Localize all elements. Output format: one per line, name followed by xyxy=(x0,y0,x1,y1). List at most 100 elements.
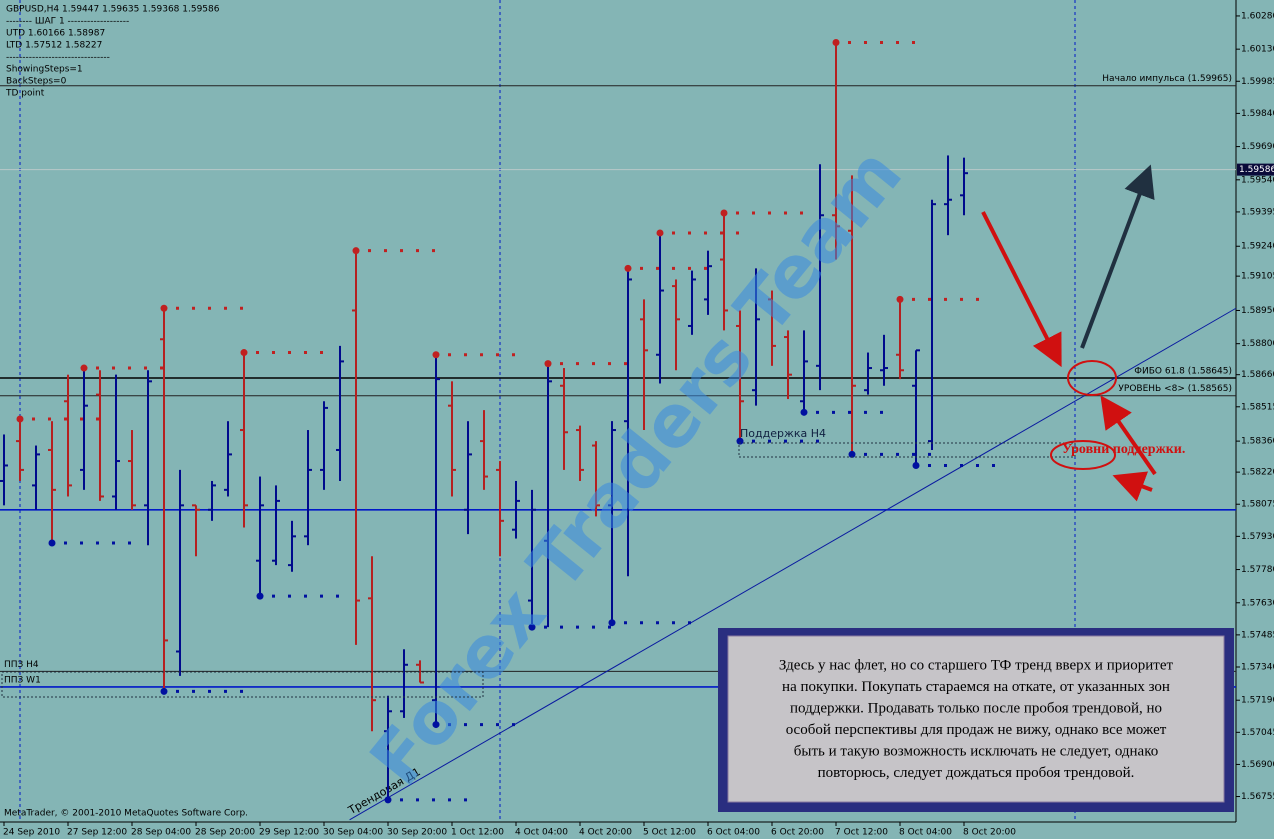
arrow xyxy=(981,211,1062,368)
td-point xyxy=(256,592,264,600)
info-line: LTD 1.57512 1.58227 xyxy=(6,41,102,51)
x-tick-label: 5 Oct 12:00 xyxy=(643,828,696,838)
td-point xyxy=(896,295,904,303)
current-price-label: 1.59586 xyxy=(1239,165,1274,175)
highlight-ellipse xyxy=(1067,360,1117,396)
level-label: ППЗ H4 xyxy=(4,660,39,670)
support-note: Уровни поддержки. xyxy=(1062,442,1185,457)
copyright: MetaTrader, © 2001-2010 MetaQuotes Softw… xyxy=(4,809,248,819)
y-tick-label: 1.59690 xyxy=(1241,142,1274,152)
support-zone xyxy=(738,442,1076,458)
info-line: UTD 1.60166 1.58987 xyxy=(6,29,105,39)
support-label: Поддержка H4 xyxy=(740,427,826,440)
x-tick-label: 30 Sep 20:00 xyxy=(387,828,447,838)
x-tick-label: 27 Sep 12:00 xyxy=(67,828,127,838)
td-point xyxy=(912,461,920,469)
td-point xyxy=(240,349,248,357)
y-tick-label: 1.59985 xyxy=(1241,77,1274,87)
y-tick-label: 1.57340 xyxy=(1241,662,1274,672)
td-point xyxy=(736,437,744,445)
note-line: повторюсь, следует дождаться пробоя трен… xyxy=(818,765,1135,781)
td-point xyxy=(528,623,536,631)
y-tick-label: 1.57930 xyxy=(1241,532,1274,542)
x-tick-label: 8 Oct 04:00 xyxy=(899,828,952,838)
note-box: Здесь у нас флет, но со старшего ТФ трен… xyxy=(718,628,1234,812)
td-point xyxy=(544,360,552,368)
x-tick-label: 7 Oct 12:00 xyxy=(835,828,888,838)
y-tick-label: 1.60280 xyxy=(1241,11,1274,21)
level-label: ФИБО 61.8 (1.58645) xyxy=(1134,367,1232,377)
x-tick-label: 1 Oct 12:00 xyxy=(451,828,504,838)
td-point xyxy=(160,687,168,695)
td-point xyxy=(16,415,24,423)
y-tick-label: 1.59395 xyxy=(1241,207,1274,217)
td-point xyxy=(80,364,88,372)
note-line: особой перспективы для продаж не вижу, о… xyxy=(786,722,1167,738)
y-tick-label: 1.56900 xyxy=(1241,760,1274,770)
info-line: -------- ШАГ 1 ------------------- xyxy=(6,17,129,27)
x-tick-label: 24 Sep 2010 xyxy=(3,828,60,838)
td-point xyxy=(48,539,56,547)
y-tick-label: 1.57780 xyxy=(1241,565,1274,575)
level-label: УРОВЕНЬ <8> (1.58565) xyxy=(1118,384,1232,394)
level-label: ППЗ W1 xyxy=(4,675,41,685)
y-tick-label: 1.57630 xyxy=(1241,598,1274,608)
x-tick-label: 28 Sep 04:00 xyxy=(131,828,191,838)
td-point xyxy=(432,721,440,729)
y-tick-label: 1.58360 xyxy=(1241,437,1274,447)
info-line: TD point xyxy=(5,89,45,99)
current-price-box xyxy=(1237,163,1274,176)
y-tick-label: 1.58660 xyxy=(1241,370,1274,380)
arrow xyxy=(1080,164,1155,349)
y-tick-label: 1.58075 xyxy=(1241,500,1274,510)
info-line: BackSteps=0 xyxy=(6,77,67,87)
x-tick-label: 6 Oct 04:00 xyxy=(707,828,760,838)
td-point xyxy=(848,450,856,458)
y-tick-label: 1.56755 xyxy=(1241,792,1274,802)
info-line: -------------------------------- xyxy=(6,53,110,63)
note-line: Здесь у нас флет, но со старшего ТФ трен… xyxy=(779,657,1174,673)
td-point xyxy=(720,209,728,217)
y-tick-label: 1.59105 xyxy=(1241,272,1274,282)
note-line: быть и такую возможность исключать не сл… xyxy=(794,743,1158,759)
y-tick-label: 1.58515 xyxy=(1241,402,1274,412)
y-tick-label: 1.57190 xyxy=(1241,696,1274,706)
y-tick-label: 1.59240 xyxy=(1241,242,1274,252)
level-label: Начало импульса (1.59965) xyxy=(1102,74,1232,84)
x-tick-label: 4 Oct 20:00 xyxy=(579,828,632,838)
x-tick-label: 28 Sep 20:00 xyxy=(195,828,255,838)
x-tick-label: 30 Sep 04:00 xyxy=(323,828,383,838)
y-tick-label: 1.58220 xyxy=(1241,468,1274,478)
td-point xyxy=(624,264,632,272)
trendline xyxy=(349,307,1237,821)
ppz-zone xyxy=(1,671,484,698)
td-point xyxy=(432,351,440,359)
price-axis-area xyxy=(1236,0,1274,839)
note-line: на покупки. Покупать стараемся на откате… xyxy=(782,679,1170,695)
y-tick-label: 1.59540 xyxy=(1241,175,1274,185)
info-line: ShowingSteps=1 xyxy=(6,65,83,75)
x-tick-label: 8 Oct 20:00 xyxy=(963,828,1016,838)
td-point xyxy=(160,304,168,312)
x-tick-label: 29 Sep 12:00 xyxy=(259,828,319,838)
x-tick-label: 4 Oct 04:00 xyxy=(515,828,568,838)
td-point xyxy=(384,796,392,804)
x-tick-label: 6 Oct 20:00 xyxy=(771,828,824,838)
note-line: поддержки. Продавать только после пробоя… xyxy=(790,700,1162,716)
y-tick-label: 1.59840 xyxy=(1241,109,1274,119)
y-tick-label: 1.57485 xyxy=(1241,630,1274,640)
y-tick-label: 1.60130 xyxy=(1241,45,1274,55)
td-point xyxy=(352,247,360,255)
note-panel xyxy=(727,635,1225,803)
y-tick-label: 1.58950 xyxy=(1241,306,1274,316)
td-point xyxy=(608,619,616,627)
highlight-ellipse xyxy=(1050,440,1116,470)
td-point xyxy=(832,39,840,47)
td-point xyxy=(800,408,808,416)
info-line: GBPUSD,H4 1.59447 1.59635 1.59368 1.5958… xyxy=(6,5,220,15)
arrow xyxy=(1112,471,1153,502)
y-tick-label: 1.57045 xyxy=(1241,728,1274,738)
y-tick-label: 1.58800 xyxy=(1241,339,1274,349)
td-point xyxy=(656,229,664,237)
